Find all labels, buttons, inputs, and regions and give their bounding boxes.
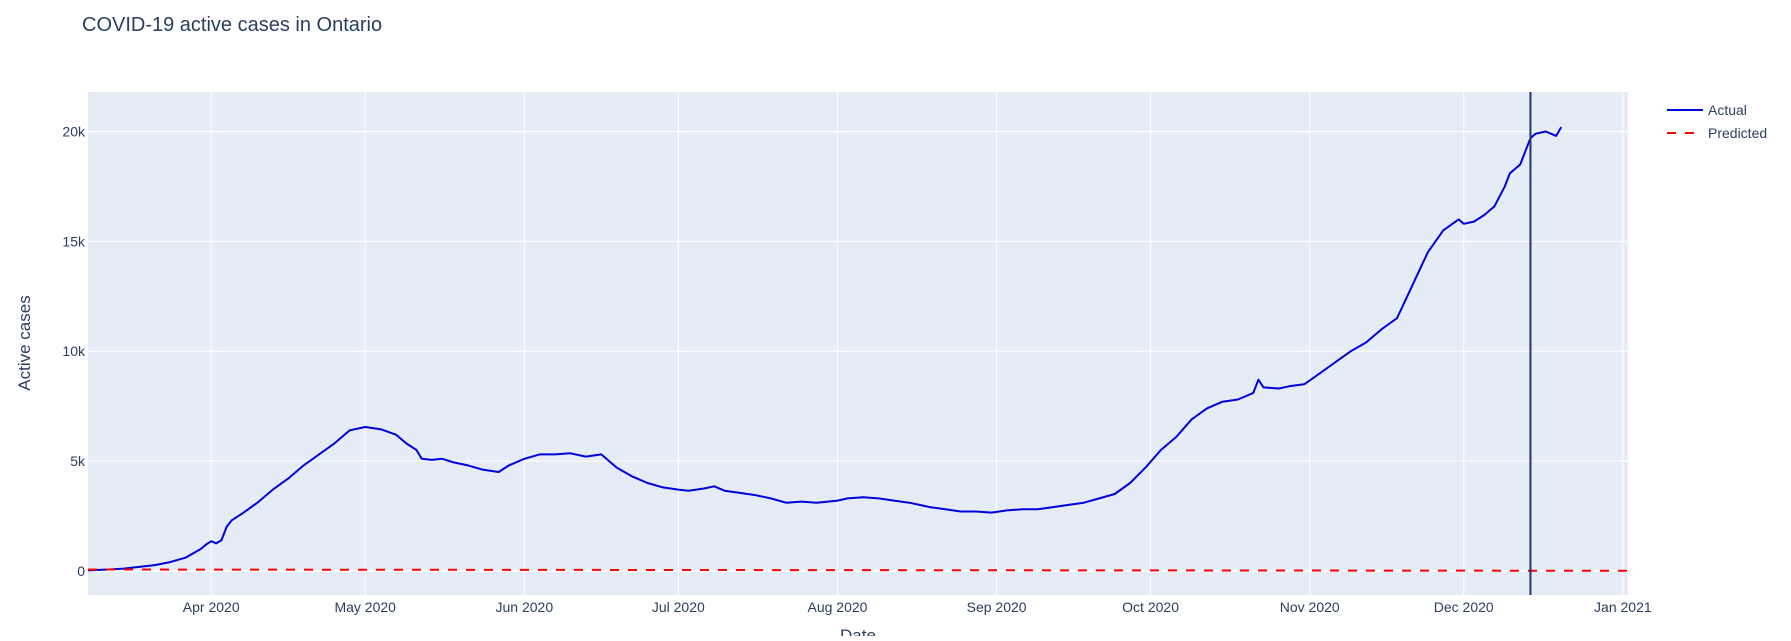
x-tick-label: Nov 2020 xyxy=(1280,599,1340,615)
x-tick-label: Oct 2020 xyxy=(1122,599,1179,615)
series-line-actual xyxy=(87,126,1563,572)
y-axis-title: Active cases xyxy=(15,295,34,390)
y-tick-label: 5k xyxy=(70,453,86,469)
legend-label: Predicted xyxy=(1708,125,1767,141)
y-tick-label: 0 xyxy=(77,563,85,579)
y-tick-label: 15k xyxy=(62,233,86,249)
x-tick-label: Jul 2020 xyxy=(652,599,705,615)
y-tick-label: 20k xyxy=(62,124,86,140)
x-tick-label: May 2020 xyxy=(334,599,396,615)
x-tick-label: Jun 2020 xyxy=(496,599,554,615)
legend-item-actual[interactable]: Actual xyxy=(1667,102,1747,118)
x-tick-label: Sep 2020 xyxy=(967,599,1027,615)
x-tick-label: Aug 2020 xyxy=(807,599,867,615)
y-tick-label: 10k xyxy=(62,343,86,359)
legend-label: Actual xyxy=(1708,102,1747,118)
plot-area xyxy=(88,92,1628,595)
series-line-predicted xyxy=(87,568,1629,572)
y-axis-ticks: 0 5k 10k 15k 20k xyxy=(62,124,86,579)
legend[interactable]: Actual Predicted xyxy=(1667,102,1767,141)
x-axis-title: Date xyxy=(840,626,876,636)
gridlines xyxy=(88,92,1628,595)
x-tick-label: Dec 2020 xyxy=(1434,599,1494,615)
chart-title: COVID-19 active cases in Ontario xyxy=(82,14,382,36)
x-axis-ticks: Apr 2020 May 2020 Jun 2020 Jul 2020 Aug 2020… xyxy=(183,599,1652,615)
x-tick-label: Jan 2021 xyxy=(1594,599,1652,615)
legend-item-predicted[interactable]: Predicted xyxy=(1667,125,1767,141)
series-layer xyxy=(87,92,1629,595)
x-tick-label: Apr 2020 xyxy=(183,599,240,615)
